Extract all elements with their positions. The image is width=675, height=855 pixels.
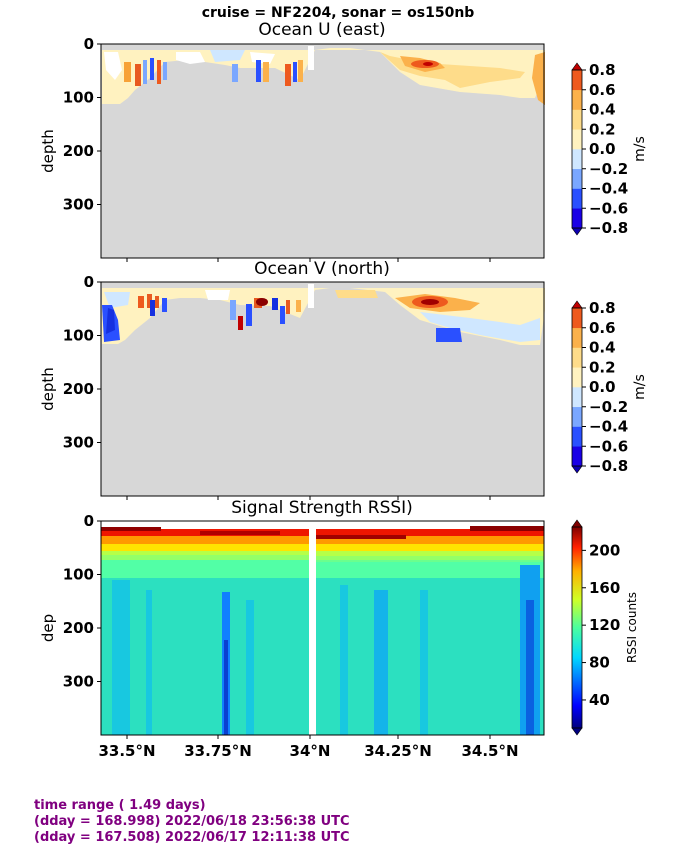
end-time-line: (dday = 168.998) 2022/06/18 23:56:38 UTC xyxy=(34,814,350,829)
ocean-u-colorbar-segment xyxy=(572,208,582,229)
rssi-colorbar-tick-label: 40 xyxy=(589,691,610,709)
rssi-colorbar-extend-min xyxy=(571,727,583,736)
rssi-colorbar-tick-label: 120 xyxy=(589,616,620,634)
ocean-v-colorbar-segment xyxy=(572,347,582,368)
rssi-colorbar-extend-max xyxy=(571,519,583,528)
ocean-v-colorbar: 0.8 0.6 0.40.2 0.0 −0.2 −0.4−0.6 −0.8 m/s xyxy=(571,299,648,475)
ocean-v-colorbar-tick-label: 0.6 xyxy=(589,319,616,337)
rssi-xtick-label: 33.5°N xyxy=(98,742,155,760)
rssi-ytick-label: 0 xyxy=(84,512,94,530)
rssi-ytick-label: 100 xyxy=(63,566,94,584)
ocean-v-colorbar-extend-max xyxy=(571,300,583,309)
ocean-v-colorbar-extend-min xyxy=(571,465,583,474)
panel-ocean-v-title: Ocean V (north) xyxy=(254,259,390,279)
ocean-u-ytick-label: 300 xyxy=(63,196,94,214)
ocean-v-colorbar-segment xyxy=(572,308,582,329)
panel-ocean-u-title: Ocean U (east) xyxy=(258,20,385,40)
rssi-ylabel: dep xyxy=(39,614,57,642)
ocean-v-colorbar-tick-label: −0.2 xyxy=(589,398,628,416)
ocean-v-ylabel: depth xyxy=(39,367,57,411)
ocean-v-ytick-label: 0 xyxy=(84,273,94,291)
rssi-y-axis: 0 100 200 300 xyxy=(63,512,101,691)
rssi-colorbar-tick-label: 80 xyxy=(589,654,610,672)
ocean-v-colorbar-segment xyxy=(572,387,582,408)
rssi-colorbar-tick-label: 160 xyxy=(589,579,620,597)
ocean-v-colorbar-segment xyxy=(572,327,582,348)
ocean-u-ytick-label: 100 xyxy=(63,89,94,107)
rssi-colorbar: 200 160 120 80 40 RSSI counts xyxy=(571,519,639,736)
ocean-v-colorbar-tick-label: −0.6 xyxy=(589,437,628,455)
ocean-u-colorbar-tick-label: 0.4 xyxy=(589,101,616,119)
rssi-colorbar-frame xyxy=(571,526,583,729)
ocean-v-ytick-label: 200 xyxy=(63,380,94,398)
ocean-v-colorbar-segment xyxy=(572,406,582,427)
panel-rssi: Signal Strength RSSI) xyxy=(39,498,639,760)
ocean-v-ytick-label: 100 xyxy=(63,327,94,345)
ocean-u-colorbar-tick-label: −0.6 xyxy=(589,199,628,217)
rssi-colorbar-label: RSSI counts xyxy=(625,592,639,663)
ocean-v-colorbar-tick-label: −0.4 xyxy=(589,418,628,436)
ocean-u-colorbar-tick-label: 0.6 xyxy=(589,81,616,99)
ocean-v-data-layer xyxy=(102,284,545,345)
ocean-v-colorbar-segment xyxy=(572,446,582,467)
ocean-v-colorbar-tick-label: 0.2 xyxy=(589,358,616,376)
ocean-u-colorbar-segment xyxy=(572,129,582,150)
ocean-v-y-axis: 0 100 200 300 xyxy=(63,273,101,452)
start-time-line: (dday = 167.508) 2022/06/17 12:11:38 UTC xyxy=(34,830,350,845)
ocean-u-colorbar-tick-label: −0.4 xyxy=(589,180,628,198)
ocean-u-colorbar: 0.8 0.6 0.40.2 0.0 −0.2 −0.4−0.6 −0.8 m/s xyxy=(571,61,648,237)
ocean-v-colorbar-segment xyxy=(572,367,582,388)
ocean-v-colorbar-segment xyxy=(572,426,582,447)
rssi-colorbar-tick-label: 200 xyxy=(589,541,620,559)
rssi-colorbar-gradient xyxy=(572,527,582,728)
ocean-u-colorbar-segment xyxy=(572,70,582,91)
rssi-xtick-label: 34.5°N xyxy=(461,742,518,760)
rssi-ytick-label: 200 xyxy=(63,619,94,637)
rssi-ytick-label: 300 xyxy=(63,673,94,691)
ocean-u-ylabel: depth xyxy=(39,129,57,173)
panel-rssi-title: Signal Strength RSSI) xyxy=(231,498,413,518)
ocean-v-colorbar-label: m/s xyxy=(632,374,648,400)
ocean-v-ytick-label: 300 xyxy=(63,434,94,452)
ocean-u-colorbar-segment xyxy=(572,109,582,130)
ocean-u-colorbar-tick-label: 0.0 xyxy=(589,140,616,158)
rssi-x-axis: 33.5°N 33.75°N 34°N 34.25°N 34.5°N xyxy=(98,735,519,760)
ocean-v-colorbar-tick-label: 0.4 xyxy=(589,339,616,357)
ocean-u-ytick-label: 200 xyxy=(63,142,94,160)
ocean-u-colorbar-tick-label: 0.2 xyxy=(589,120,616,138)
ocean-u-colorbar-tick-label: −0.2 xyxy=(589,160,628,178)
rssi-xtick-label: 34°N xyxy=(290,742,331,760)
time-range-footer: time range ( 1.49 days) (dday = 168.998)… xyxy=(34,798,350,846)
ocean-u-data-layer xyxy=(102,46,545,105)
ocean-v-colorbar-tick-label: 0.8 xyxy=(589,299,616,317)
ocean-u-colorbar-extend-min xyxy=(571,227,583,236)
ocean-u-colorbar-segment xyxy=(572,89,582,110)
time-range-line: time range ( 1.49 days) xyxy=(34,798,206,813)
ocean-u-colorbar-tick-label: 0.8 xyxy=(589,61,616,79)
ocean-u-colorbar-segment xyxy=(572,149,582,170)
figure-suptitle: cruise = NF2204, sonar = os150nb xyxy=(202,5,475,21)
panel-ocean-u: Ocean U (east) xyxy=(39,20,648,262)
ocean-u-colorbar-label: m/s xyxy=(632,136,648,162)
ocean-u-y-axis: 0 100 200 300 xyxy=(63,35,101,214)
rssi-xtick-label: 33.75°N xyxy=(184,742,252,760)
panel-ocean-v: Ocean V (north) xyxy=(39,259,648,500)
ocean-u-colorbar-tick-label: −0.8 xyxy=(589,219,628,237)
ocean-u-colorbar-segment xyxy=(572,168,582,189)
rssi-data-layer xyxy=(101,521,544,735)
ocean-u-colorbar-segment xyxy=(572,188,582,209)
ocean-u-colorbar-extend-max xyxy=(571,62,583,71)
ocean-u-ytick-label: 0 xyxy=(84,35,94,53)
rssi-xtick-label: 34.25°N xyxy=(364,742,432,760)
ocean-v-colorbar-tick-label: −0.8 xyxy=(589,457,628,475)
ocean-v-colorbar-tick-label: 0.0 xyxy=(589,378,616,396)
